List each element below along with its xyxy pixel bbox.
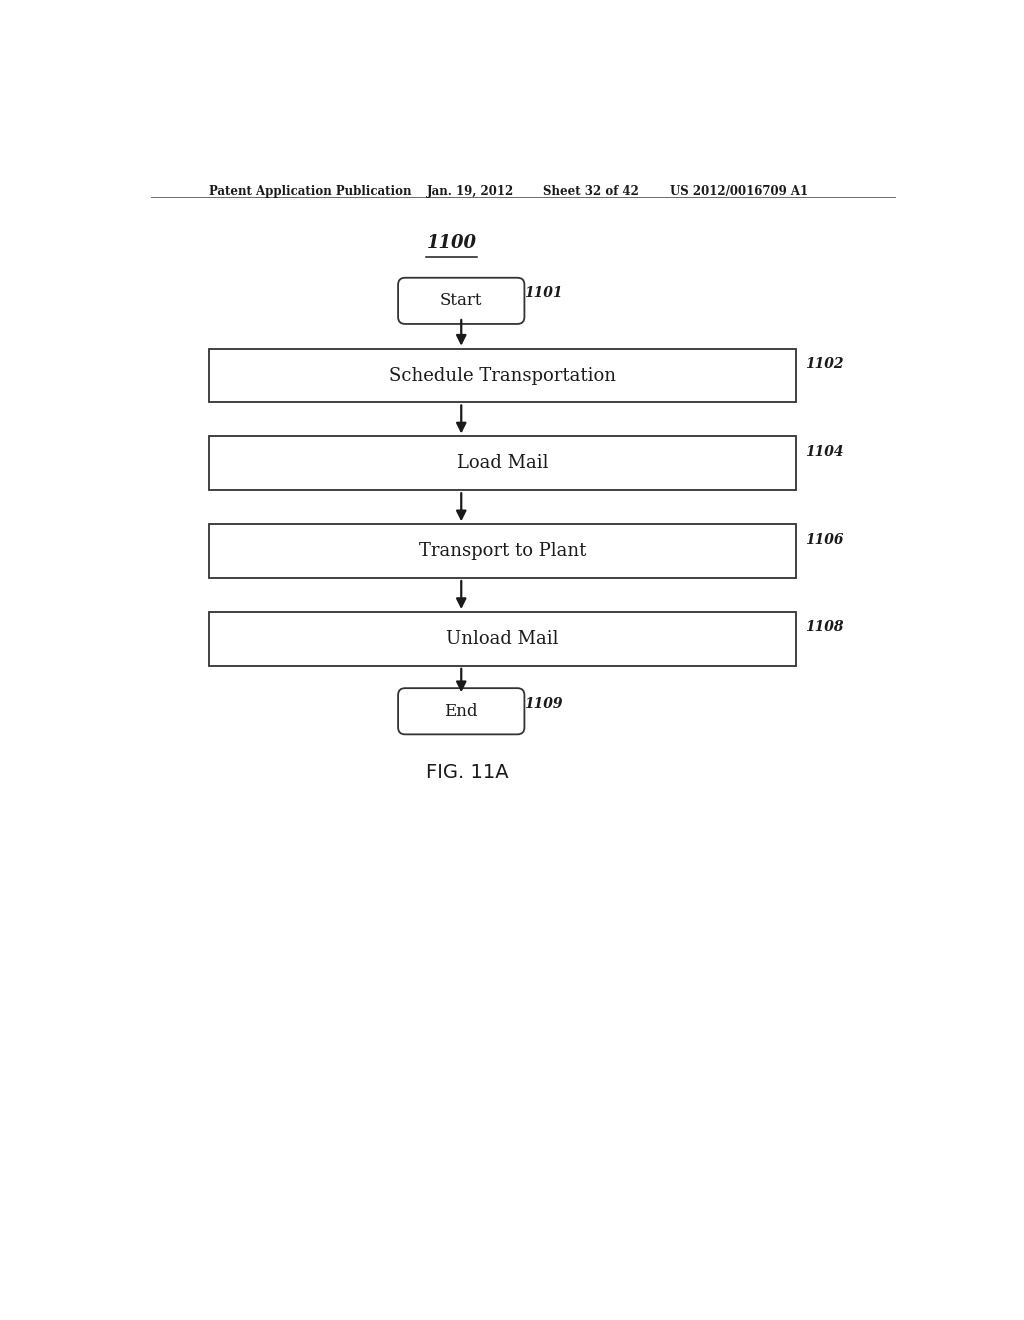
Text: 1100: 1100	[426, 234, 476, 252]
Text: 1104: 1104	[805, 445, 844, 459]
Text: Transport to Plant: Transport to Plant	[419, 543, 587, 560]
Bar	[209, 437, 796, 490]
FancyBboxPatch shape	[398, 277, 524, 323]
Text: 1109: 1109	[523, 697, 562, 710]
Text: Sheet 32 of 42: Sheet 32 of 42	[543, 185, 639, 198]
Text: Start: Start	[440, 292, 482, 309]
Text: Jan. 19, 2012: Jan. 19, 2012	[426, 185, 514, 198]
Text: End: End	[444, 702, 478, 719]
Text: US 2012/0016709 A1: US 2012/0016709 A1	[671, 185, 809, 198]
Bar	[209, 612, 796, 665]
Text: 1106: 1106	[805, 532, 844, 546]
Text: 1101: 1101	[523, 286, 562, 300]
Text: Unload Mail: Unload Mail	[446, 630, 559, 648]
Text: Schedule Transportation: Schedule Transportation	[389, 367, 616, 384]
Bar	[209, 524, 796, 578]
Text: 1108: 1108	[805, 620, 844, 635]
Text: FIG. 11A: FIG. 11A	[426, 763, 509, 781]
Text: Load Mail: Load Mail	[457, 454, 549, 473]
Text: 1102: 1102	[805, 356, 844, 371]
Text: Patent Application Publication: Patent Application Publication	[209, 185, 412, 198]
FancyBboxPatch shape	[398, 688, 524, 734]
Bar	[209, 348, 796, 403]
